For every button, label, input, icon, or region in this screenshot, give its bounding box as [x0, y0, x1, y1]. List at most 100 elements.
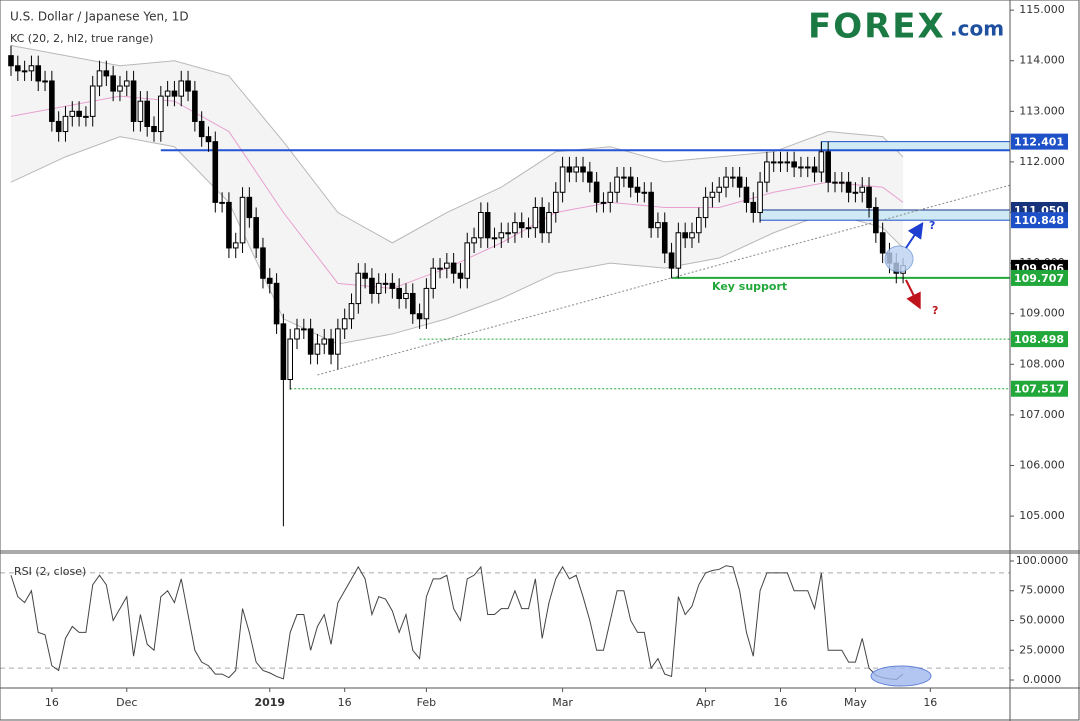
- candle-body: [335, 328, 341, 355]
- price-label-box: [1011, 212, 1068, 229]
- candle-body: [770, 161, 777, 164]
- y-tick-label: 114.000: [1019, 54, 1065, 67]
- candle-body: [15, 65, 21, 72]
- candle-body: [375, 282, 382, 294]
- y-tick-label: 0.0000: [1023, 673, 1062, 686]
- candle-body: [266, 277, 273, 284]
- candle-body: [491, 237, 498, 240]
- background-layer: [0, 45, 1011, 669]
- candle-body: [709, 191, 716, 198]
- candle-body: [845, 181, 852, 193]
- rsi-label: RSI (2, close): [14, 565, 86, 578]
- candle-body: [369, 277, 375, 294]
- candle-body: [219, 201, 225, 204]
- highlight-circle: [884, 245, 914, 273]
- candle-body: [675, 232, 682, 269]
- candle-body: [512, 222, 518, 234]
- candle-body: [661, 222, 668, 254]
- candle-body: [825, 151, 831, 183]
- candle-body: [239, 196, 246, 244]
- candle-body: [518, 222, 525, 229]
- candle-body: [389, 282, 396, 289]
- candle-body: [743, 186, 750, 203]
- candle-body: [804, 166, 811, 169]
- candle-body: [757, 181, 763, 214]
- candle-body: [832, 181, 838, 184]
- chart-title: U.S. Dollar / Japanese Yen, 1D: [10, 10, 189, 24]
- candle-body: [566, 166, 573, 173]
- price-label-box: [1011, 380, 1068, 397]
- candle-body: [341, 318, 348, 330]
- candle-body: [444, 262, 450, 269]
- x-tick-label: 16: [45, 696, 59, 709]
- logo-suffix: .com: [950, 17, 1004, 41]
- price-label-box: [1011, 331, 1068, 348]
- candle-body: [750, 201, 757, 214]
- candle-body: [8, 55, 14, 67]
- price-label-box: [1011, 269, 1068, 286]
- candle-body: [130, 80, 137, 122]
- candle-body: [655, 222, 661, 229]
- x-tick-label: May: [844, 696, 867, 709]
- channel-fill: [10, 45, 904, 345]
- candle-body: [641, 191, 648, 194]
- candle-body: [532, 206, 539, 229]
- x-tick-label: 16: [774, 696, 788, 709]
- indicator-label: KC (20, 2, hl2, true range): [10, 32, 153, 45]
- candle-body: [110, 75, 116, 92]
- candle-body: [525, 227, 532, 230]
- candle-body: [879, 232, 886, 254]
- y-tick-label: 75.0000: [1019, 584, 1065, 597]
- candle-body: [457, 272, 464, 279]
- candle-body: [450, 262, 457, 274]
- candle-body: [205, 136, 212, 143]
- candle-body: [226, 201, 232, 249]
- y-tick-label: 113.000: [1019, 104, 1065, 117]
- candle-body: [232, 242, 239, 249]
- y-tick-label: 106.000: [1019, 459, 1065, 472]
- candle-body: [587, 171, 593, 183]
- candle-body: [695, 217, 702, 234]
- y-tick-label: 25.0000: [1019, 643, 1065, 656]
- candle-body: [49, 80, 55, 122]
- price-label: 108.498: [1014, 333, 1064, 346]
- candle-body: [21, 70, 28, 73]
- key-support-label: Key support: [712, 280, 787, 293]
- candle-body: [246, 196, 253, 219]
- candle-body: [348, 303, 355, 320]
- candle-body: [212, 141, 219, 203]
- candle-body: [273, 282, 280, 325]
- candle-body: [83, 115, 89, 118]
- candle-body: [260, 247, 266, 279]
- candle-body: [539, 206, 545, 234]
- candle-body: [403, 292, 409, 300]
- candle-body: [682, 232, 688, 239]
- candle-body: [164, 90, 171, 97]
- candle-body: [559, 166, 566, 193]
- zone: [759, 209, 1011, 221]
- candle-body: [593, 181, 600, 203]
- y-tick-label: 108.000: [1019, 357, 1065, 370]
- candle-body: [321, 338, 328, 345]
- candle-body: [784, 161, 791, 164]
- candle-body: [328, 338, 334, 355]
- candle-body: [416, 313, 423, 320]
- candle-body: [178, 80, 185, 97]
- candle-body: [866, 186, 872, 208]
- candle-body: [96, 70, 103, 87]
- y-tick-label: 112.000: [1019, 155, 1065, 168]
- candle-body: [600, 201, 607, 204]
- candle-body: [355, 272, 362, 305]
- candle-body: [723, 176, 729, 188]
- candle-body: [314, 343, 321, 355]
- candle-body: [362, 272, 368, 279]
- y-tick-label: 100.0000: [1016, 554, 1069, 567]
- candle-body: [873, 206, 879, 234]
- candle-body: [607, 191, 614, 203]
- candle-body: [151, 125, 157, 133]
- candle-body: [621, 176, 627, 179]
- candle-body: [185, 80, 191, 92]
- candle-body: [307, 328, 314, 355]
